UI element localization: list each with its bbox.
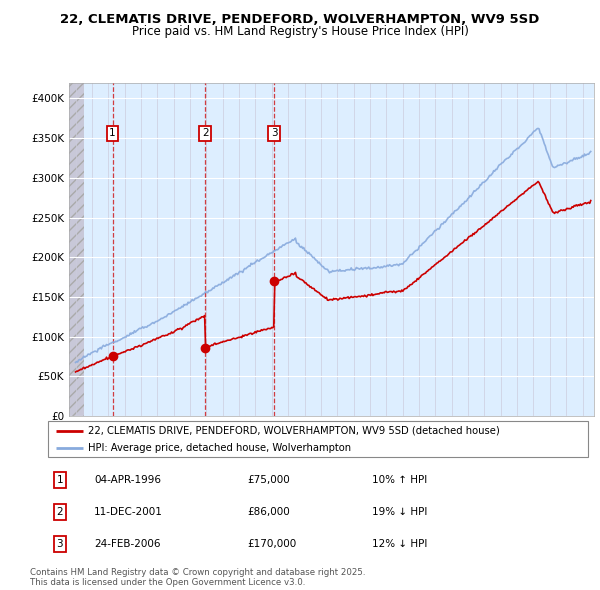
Text: 22, CLEMATIS DRIVE, PENDEFORD, WOLVERHAMPTON, WV9 5SD: 22, CLEMATIS DRIVE, PENDEFORD, WOLVERHAM… bbox=[61, 13, 539, 26]
Text: 1: 1 bbox=[109, 129, 116, 139]
Text: 04-APR-1996: 04-APR-1996 bbox=[94, 475, 161, 485]
Text: 24-FEB-2006: 24-FEB-2006 bbox=[94, 539, 160, 549]
Text: 2: 2 bbox=[202, 129, 209, 139]
Text: 2: 2 bbox=[56, 507, 63, 517]
Text: Contains HM Land Registry data © Crown copyright and database right 2025.
This d: Contains HM Land Registry data © Crown c… bbox=[30, 568, 365, 587]
Text: £75,000: £75,000 bbox=[248, 475, 290, 485]
Text: 12% ↓ HPI: 12% ↓ HPI bbox=[372, 539, 427, 549]
Text: 3: 3 bbox=[56, 539, 63, 549]
Bar bbox=[69, 83, 84, 416]
Text: 10% ↑ HPI: 10% ↑ HPI bbox=[372, 475, 427, 485]
Text: 3: 3 bbox=[271, 129, 278, 139]
Text: 1: 1 bbox=[56, 475, 63, 485]
Text: 22, CLEMATIS DRIVE, PENDEFORD, WOLVERHAMPTON, WV9 5SD (detached house): 22, CLEMATIS DRIVE, PENDEFORD, WOLVERHAM… bbox=[89, 426, 500, 436]
Text: 19% ↓ HPI: 19% ↓ HPI bbox=[372, 507, 427, 517]
FancyBboxPatch shape bbox=[48, 421, 588, 457]
Text: 11-DEC-2001: 11-DEC-2001 bbox=[94, 507, 163, 517]
Text: £170,000: £170,000 bbox=[248, 539, 297, 549]
Text: £86,000: £86,000 bbox=[248, 507, 290, 517]
Text: Price paid vs. HM Land Registry's House Price Index (HPI): Price paid vs. HM Land Registry's House … bbox=[131, 25, 469, 38]
Text: HPI: Average price, detached house, Wolverhampton: HPI: Average price, detached house, Wolv… bbox=[89, 442, 352, 453]
